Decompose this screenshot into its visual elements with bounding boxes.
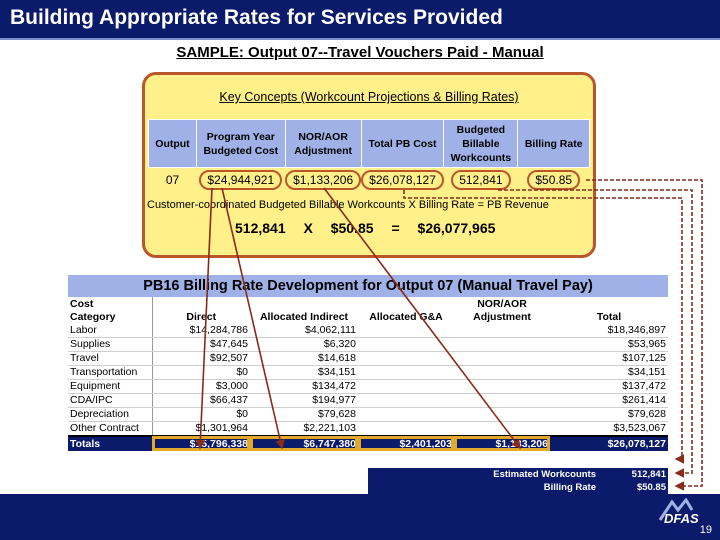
kc-col-output: Output	[148, 119, 197, 168]
billing-rate-table: Cost NOR/AOR Category Direct Allocated I…	[68, 297, 668, 451]
kc-budgeted-cost-value: $24,944,921	[199, 169, 283, 190]
totals-row: Totals $15,796,338 $6,747,380 $2,401,203…	[68, 435, 668, 451]
total-allocated-ga: $2,401,203	[358, 435, 454, 451]
kc-workcounts-value: 512,841	[451, 169, 511, 190]
dfas-logo-icon: DFAS	[658, 498, 699, 526]
kc-total-pb-cost-value: $26,078,127	[361, 169, 444, 190]
key-concepts-title: Key Concepts (Workcount Projections & Bi…	[219, 90, 519, 104]
grand-total: $26,078,127	[550, 435, 668, 451]
kc-col-nor-aor: NOR/AOR Adjustment	[284, 119, 362, 168]
table-row: Travel $92,507 $14,618 $107,125	[68, 351, 668, 366]
kc-billing-rate-value: $50.85	[527, 169, 581, 190]
table-row: Labor $14,284,786 $4,062,111 $18,346,897	[68, 324, 668, 338]
table-header-top: Cost NOR/AOR	[68, 297, 527, 311]
total-allocated-indirect: $6,747,380	[250, 435, 358, 451]
key-concepts-table: Output Program Year Budgeted Cost NOR/AO…	[148, 119, 590, 192]
estimated-workcounts-row: Estimated Workcounts 512,841	[396, 469, 666, 480]
header-bar: Building Appropriate Rates for Services …	[0, 0, 720, 38]
kc-calculation: 512,841 X $50.85 = $26,077,965	[235, 220, 509, 236]
table-row: Depreciation $0 $79,628 $79,628	[68, 407, 668, 422]
table-row: Other Contract $1,301,964 $2,221,103 $3,523…	[68, 421, 668, 437]
table-row: Equipment $3,000 $134,472 $137,472	[68, 379, 668, 394]
kc-col-budgeted-cost: Program Year Budgeted Cost	[195, 119, 286, 168]
slide-subtitle: SAMPLE: Output 07--Travel Vouchers Paid …	[176, 44, 544, 61]
kc-nor-aor-value: $1,133,206	[285, 169, 362, 190]
billing-rate-table-title: PB16 Billing Rate Development for Output…	[68, 275, 668, 297]
billing-rate-row: Billing Rate $50.85	[396, 482, 666, 493]
footer-bar: 19	[0, 494, 720, 540]
table-row: Transportation $0 $34,151 $34,151	[68, 365, 668, 380]
dfas-logo-text: DFAS	[664, 511, 699, 526]
table-footer: Estimated Workcounts 512,841 Billing Rate…	[368, 468, 668, 496]
header-divider	[0, 38, 720, 40]
total-direct: $15,796,338	[152, 435, 250, 451]
kc-output-value: 07	[148, 167, 197, 192]
total-nor-aor: $1,133,206	[454, 435, 550, 451]
table-row: CDA/IPC $66,437 $194,977 $261,414	[68, 393, 668, 408]
kc-calc-rate: $50.85	[330, 220, 374, 236]
estimated-workcounts-value: 512,841	[631, 469, 666, 480]
kc-col-workcounts: Budgeted Billable Workcounts	[443, 119, 519, 168]
key-concepts-box: Key Concepts (Workcount Projections & Bi…	[142, 72, 596, 258]
table-header-bottom: Category Direct Allocated Indirect Alloc…	[68, 310, 622, 324]
totals-label: Totals	[68, 435, 153, 451]
billing-rate-table-panel: PB16 Billing Rate Development for Output…	[68, 275, 668, 496]
kc-formula: Customer-coordinated Budgeted Billable W…	[147, 199, 549, 211]
table-row: Supplies $47,645 $6,320 $53,965	[68, 337, 668, 352]
billing-rate-value: $50.85	[636, 482, 666, 493]
kc-calc-revenue: $26,077,965	[417, 220, 496, 236]
kc-calc-equals: =	[391, 220, 400, 236]
slide-title: Building Appropriate Rates for Services …	[10, 6, 503, 29]
billing-rate-label: Billing Rate	[543, 482, 596, 493]
kc-calc-times: X	[303, 220, 313, 236]
page-number: 19	[699, 524, 712, 536]
kc-col-total-pb-cost: Total PB Cost	[360, 119, 445, 168]
kc-col-billing-rate: Billing Rate	[517, 119, 590, 168]
estimated-workcounts-label: Estimated Workcounts	[493, 469, 596, 480]
kc-calc-workcounts: 512,841	[235, 220, 286, 236]
kc-data-row: 07 $24,944,921 $1,133,206 $26,078,127 51…	[148, 167, 590, 192]
